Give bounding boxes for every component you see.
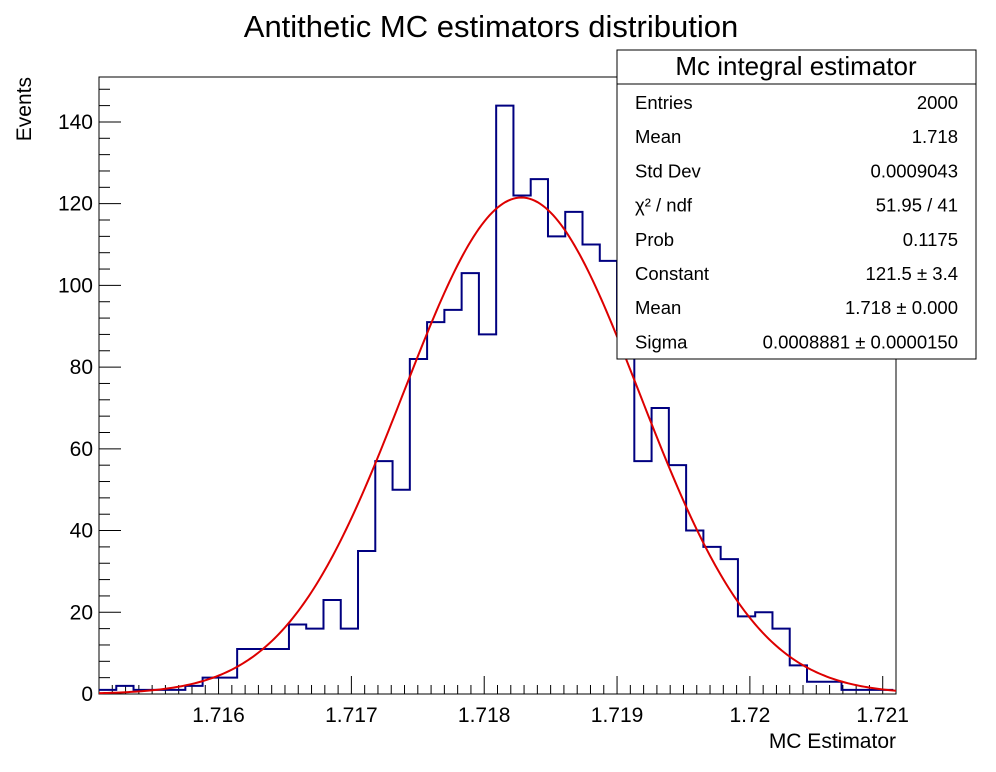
chart-title: Antithetic MC estimators distribution [244,9,738,44]
stats-row-value: 0.0008881 ± 0.0000150 [763,331,958,352]
histogram-bin [652,408,669,694]
histogram-bin [755,612,772,694]
histogram-bin [272,649,289,694]
x-tick-label: 1.719 [591,704,644,727]
histogram-bin [634,461,651,694]
histogram-bin [323,600,340,694]
stats-row-label: Mean [635,297,681,318]
gaussian-fit [98,196,897,695]
y-tick-label: 20 [70,601,93,624]
histogram-outline [99,104,894,691]
stats-box: Mc integral estimator Entries 2000 Mean 1.7… [616,49,977,360]
histogram-bin [427,322,444,694]
histogram-bin [824,682,841,694]
stats-row-value: 121.5 ± 3.4 [866,263,958,284]
histogram-bin [583,245,600,694]
x-axis-label: MC Estimator [769,730,896,753]
histogram-bin [341,629,358,694]
stats-row-value: 1.718 [912,126,958,147]
stats-row-label: Constant [635,263,709,284]
histogram-bin [531,179,548,694]
y-tick-label: 120 [58,193,93,216]
x-tick-label: 1.716 [192,704,245,727]
histogram-bin [617,330,634,694]
histogram-bin [807,682,824,694]
stats-row-label: Prob [635,229,674,250]
x-tick-label: 1.721 [856,704,909,727]
histogram-bin [289,625,306,694]
histogram-bin [393,490,410,694]
stats-row-value: 2000 [917,92,958,113]
stats-box-frame [616,49,977,360]
y-tick-label: 100 [58,274,93,297]
y-tick-label: 140 [58,111,93,134]
histogram-bin [168,690,185,694]
histogram-bin [513,195,530,694]
histogram-bin [306,629,323,694]
stats-row-label: Mean [635,126,681,147]
stats-row-value: 0.1175 [903,229,958,250]
x-axis: 1.716 1.717 1.718 1.719 1.72 1.721 [111,676,909,727]
histogram-bin [496,106,513,694]
histogram-bin [600,261,617,694]
histogram-bin [410,359,427,694]
histogram-bin [772,629,789,694]
y-tick-label: 40 [70,520,93,543]
stats-row-value: 1.718 ± 0.000 [845,297,958,318]
y-tick-label: 0 [81,683,93,706]
histogram-bin [462,273,479,694]
stats-row-label: χ² / ndf [635,195,693,216]
histogram-bin [358,551,375,694]
histogram-bin [738,616,755,694]
y-tick-label: 80 [70,356,93,379]
histogram-bin [185,686,202,694]
histogram-bin [220,678,237,694]
stats-box-title: Mc integral estimator [675,51,917,81]
histogram-bin [790,665,807,694]
histogram-bin [686,531,703,694]
y-axis: 0 20 40 60 80 100 120 140 [58,88,121,706]
stats-row-label: Sigma [635,331,688,352]
stats-row-label: Entries [635,92,693,113]
histogram-bin [565,212,582,694]
y-tick-label: 60 [70,438,93,461]
x-tick-label: 1.717 [325,704,378,727]
x-tick-label: 1.718 [458,704,511,727]
histogram-bin [842,690,859,694]
stats-row-value: 0.0009043 [871,160,958,181]
x-tick-label: 1.72 [729,704,770,727]
histogram-bin [859,690,876,694]
stats-box-rows: Entries 2000 Mean 1.718 Std Dev 0.0009043 χ² /… [635,92,958,352]
y-axis-label: Events [13,77,36,141]
histogram-bin [444,310,461,694]
histogram-bin [254,649,271,694]
stats-row-label: Std Dev [635,160,702,181]
histogram-bin [237,649,254,694]
stats-row-value: 51.95 / 41 [876,195,958,216]
fit-curve [98,196,897,695]
histogram-bin [375,461,392,694]
histogram [99,104,894,694]
histogram-bin [548,236,565,694]
histogram-bin [479,334,496,694]
